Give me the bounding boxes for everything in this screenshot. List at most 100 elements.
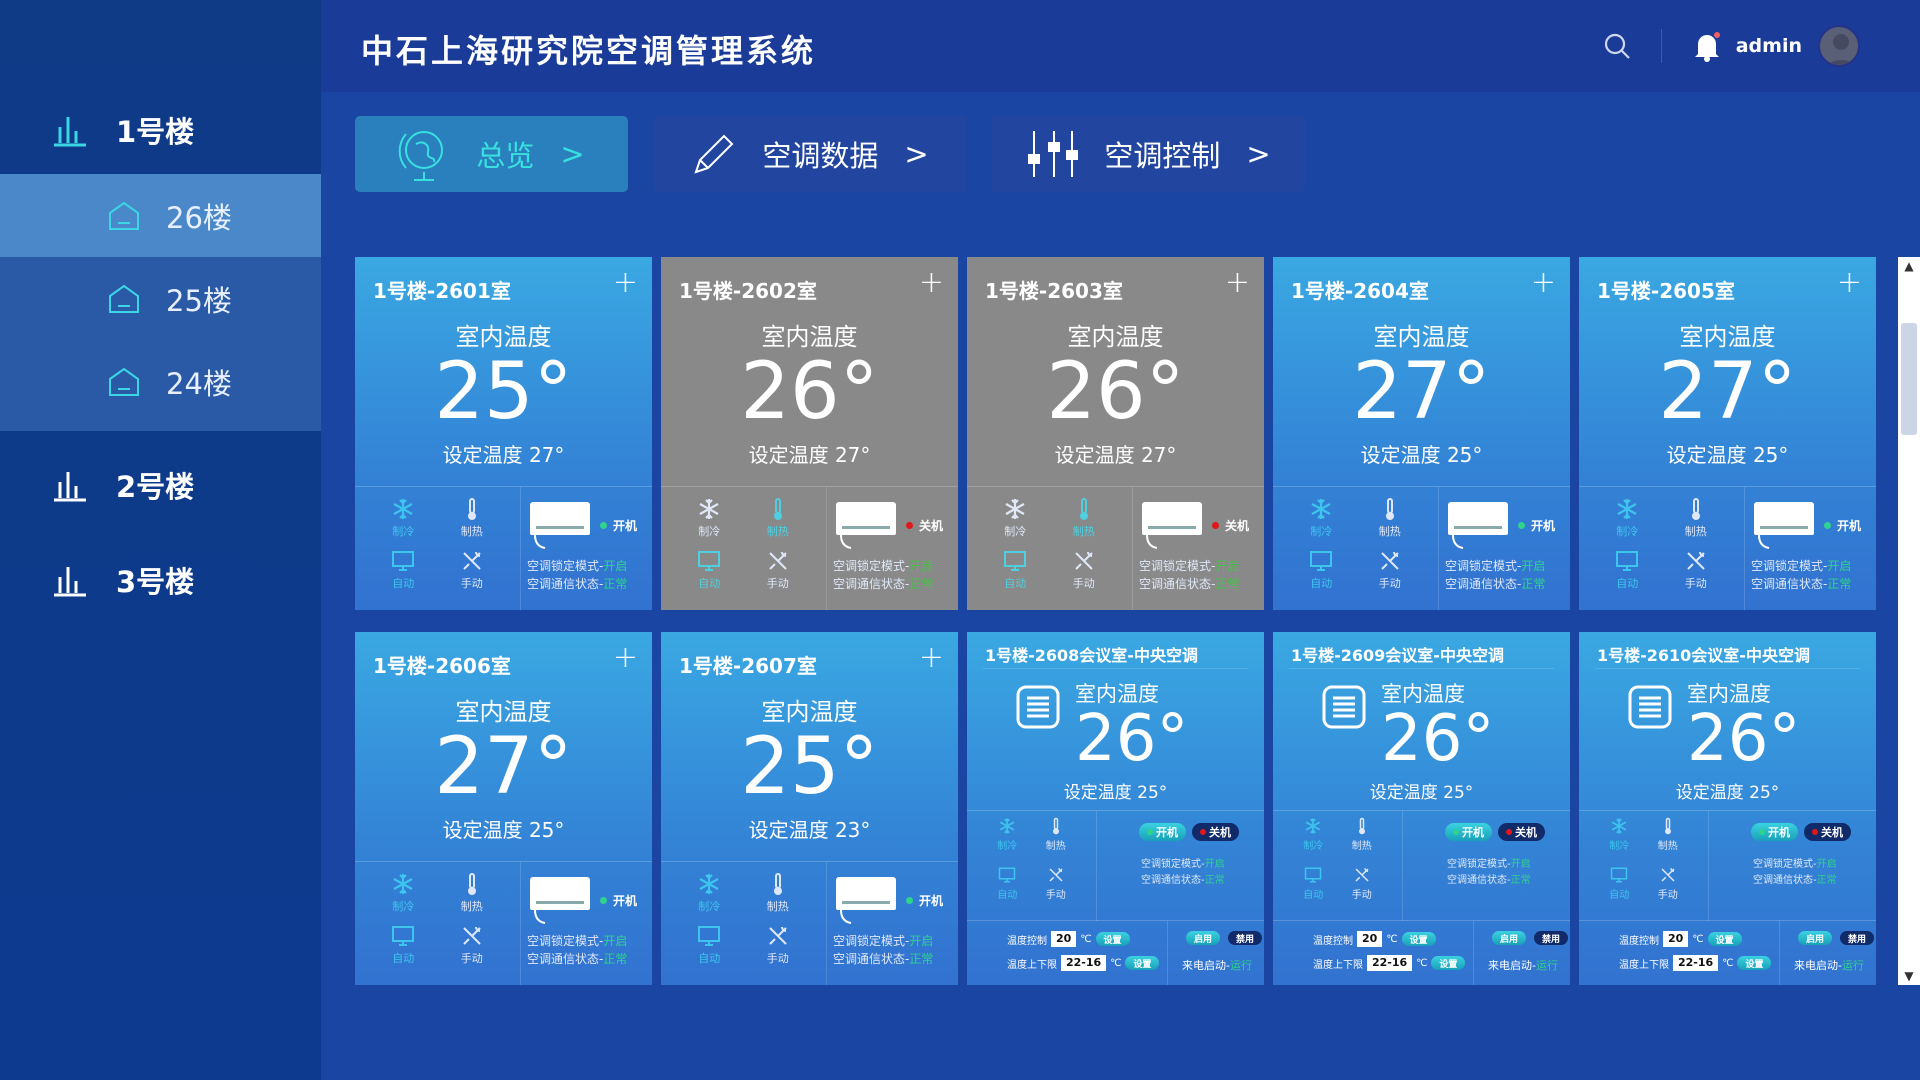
- disable-button[interactable]: 禁用: [1534, 931, 1569, 945]
- mode-manual[interactable]: 手动: [744, 549, 813, 601]
- temp-control-input[interactable]: 20: [1051, 931, 1077, 947]
- ac-card[interactable]: 1号楼-2601室 + 室内温度 25° 设定温度 27° 制冷 制热 自动 手动 开…: [355, 257, 652, 610]
- mode-manual[interactable]: 手动: [1662, 549, 1731, 601]
- sidebar-building-3[interactable]: 3号楼: [0, 545, 321, 615]
- power-off-button[interactable]: 关机: [1192, 823, 1239, 841]
- avatar[interactable]: [1818, 25, 1860, 67]
- disable-button[interactable]: 禁用: [1840, 931, 1875, 945]
- ac-card[interactable]: 1号楼-2606室 + 室内温度 27° 设定温度 25° 制冷 制热 自动 手动 开…: [355, 632, 652, 985]
- nav-ac-data[interactable]: 空调数据 >: [654, 116, 967, 192]
- power-status[interactable]: 关机: [906, 517, 943, 534]
- enable-button[interactable]: 启用: [1492, 931, 1527, 945]
- ac-card[interactable]: 1号楼-2604室 + 室内温度 27° 设定温度 25° 制冷 制热 自动 手动 开…: [1273, 257, 1570, 610]
- mode-auto[interactable]: 自动: [369, 924, 438, 976]
- ac-card[interactable]: 1号楼-2603室 + 室内温度 26° 设定温度 27° 制冷 制热 自动 手动 关…: [967, 257, 1264, 610]
- plus-icon[interactable]: +: [612, 265, 638, 300]
- mode-auto[interactable]: 自动: [675, 924, 744, 976]
- power-off-button[interactable]: 关机: [1804, 823, 1851, 841]
- mode-manual[interactable]: 手动: [438, 549, 507, 601]
- power-status[interactable]: 开机: [600, 892, 637, 909]
- set-button[interactable]: 设置: [1431, 956, 1466, 970]
- mode-manual[interactable]: 手动: [1644, 866, 1693, 915]
- set-button[interactable]: 设置: [1737, 956, 1772, 970]
- mode-manual[interactable]: 手动: [1032, 866, 1081, 915]
- plus-icon[interactable]: +: [1530, 265, 1556, 300]
- sidebar-floor-25[interactable]: 25楼: [0, 257, 321, 340]
- mode-heat[interactable]: 制热: [1338, 817, 1387, 866]
- mode-auto[interactable]: 自动: [981, 549, 1050, 601]
- mode-cool[interactable]: 制冷: [1593, 497, 1662, 549]
- plus-icon[interactable]: +: [612, 640, 638, 675]
- nav-overview[interactable]: 总览 >: [355, 116, 628, 192]
- mode-cool[interactable]: 制冷: [369, 872, 438, 924]
- temp-range-input[interactable]: 22-16: [1673, 955, 1719, 971]
- disable-button[interactable]: 禁用: [1228, 931, 1263, 945]
- scroll-up-icon[interactable]: ▲: [1904, 259, 1914, 273]
- mode-manual[interactable]: 手动: [438, 924, 507, 976]
- bell-icon[interactable]: [1692, 30, 1722, 62]
- plus-icon[interactable]: +: [1224, 265, 1250, 300]
- power-off-button[interactable]: 关机: [1498, 823, 1545, 841]
- sidebar-floor-26[interactable]: 26楼: [0, 174, 321, 257]
- mode-cool[interactable]: 制冷: [983, 817, 1032, 866]
- username[interactable]: admin: [1735, 35, 1802, 57]
- temp-control-input[interactable]: 20: [1357, 931, 1383, 947]
- sidebar-building-1[interactable]: 1号楼: [0, 95, 321, 165]
- mode-cool[interactable]: 制冷: [1287, 497, 1356, 549]
- mode-heat[interactable]: 制热: [438, 872, 507, 924]
- power-status[interactable]: 开机: [906, 892, 943, 909]
- mode-cool[interactable]: 制冷: [1595, 817, 1644, 866]
- set-button[interactable]: 设置: [1095, 932, 1130, 946]
- ac-card[interactable]: 1号楼-2607室 + 室内温度 25° 设定温度 23° 制冷 制热 自动 手动 开…: [661, 632, 958, 985]
- plus-icon[interactable]: +: [918, 640, 944, 675]
- mode-auto[interactable]: 自动: [983, 866, 1032, 915]
- search-icon[interactable]: [1603, 32, 1631, 60]
- mode-heat[interactable]: 制热: [744, 497, 813, 549]
- mode-heat[interactable]: 制热: [1050, 497, 1119, 549]
- scroll-down-icon[interactable]: ▼: [1904, 969, 1914, 983]
- temp-range-input[interactable]: 22-16: [1061, 955, 1107, 971]
- power-on-button[interactable]: 开机: [1751, 823, 1798, 841]
- nav-ac-control[interactable]: 空调控制 >: [992, 116, 1305, 192]
- mode-cool[interactable]: 制冷: [369, 497, 438, 549]
- mode-manual[interactable]: 手动: [1356, 549, 1425, 601]
- temp-range-input[interactable]: 22-16: [1367, 955, 1413, 971]
- power-on-button[interactable]: 开机: [1445, 823, 1492, 841]
- power-status[interactable]: 关机: [1212, 517, 1249, 534]
- scrollbar[interactable]: ▲ ▼: [1898, 257, 1920, 985]
- enable-button[interactable]: 启用: [1186, 931, 1221, 945]
- mode-heat[interactable]: 制热: [1662, 497, 1731, 549]
- mode-cool[interactable]: 制冷: [981, 497, 1050, 549]
- mode-manual[interactable]: 手动: [744, 924, 813, 976]
- mode-auto[interactable]: 自动: [369, 549, 438, 601]
- mode-auto[interactable]: 自动: [1595, 866, 1644, 915]
- ac-card[interactable]: 1号楼-2609会议室-中央空调 室内温度 26° 设定温度 25° 制冷 制热自…: [1273, 632, 1570, 985]
- set-button[interactable]: 设置: [1707, 932, 1742, 946]
- plus-icon[interactable]: +: [1836, 265, 1862, 300]
- mode-auto[interactable]: 自动: [675, 549, 744, 601]
- mode-auto[interactable]: 自动: [1289, 866, 1338, 915]
- mode-heat[interactable]: 制热: [438, 497, 507, 549]
- ac-card[interactable]: 1号楼-2602室 + 室内温度 26° 设定温度 27° 制冷 制热 自动 手动 关…: [661, 257, 958, 610]
- mode-cool[interactable]: 制冷: [675, 872, 744, 924]
- set-button[interactable]: 设置: [1401, 932, 1436, 946]
- temp-control-input[interactable]: 20: [1663, 931, 1689, 947]
- sidebar-building-2[interactable]: 2号楼: [0, 450, 321, 520]
- power-status[interactable]: 开机: [1824, 517, 1861, 534]
- enable-button[interactable]: 启用: [1798, 931, 1833, 945]
- ac-card[interactable]: 1号楼-2608会议室-中央空调 室内温度 26° 设定温度 25° 制冷 制热自…: [967, 632, 1264, 985]
- ac-card[interactable]: 1号楼-2605室 + 室内温度 27° 设定温度 25° 制冷 制热 自动 手动 开…: [1579, 257, 1876, 610]
- power-on-button[interactable]: 开机: [1139, 823, 1186, 841]
- mode-heat[interactable]: 制热: [1032, 817, 1081, 866]
- mode-manual[interactable]: 手动: [1338, 866, 1387, 915]
- scrollbar-thumb[interactable]: [1901, 323, 1917, 435]
- ac-card[interactable]: 1号楼-2610会议室-中央空调 室内温度 26° 设定温度 25° 制冷 制热自…: [1579, 632, 1876, 985]
- mode-heat[interactable]: 制热: [1356, 497, 1425, 549]
- power-status[interactable]: 开机: [1518, 517, 1555, 534]
- mode-cool[interactable]: 制冷: [675, 497, 744, 549]
- mode-auto[interactable]: 自动: [1287, 549, 1356, 601]
- mode-auto[interactable]: 自动: [1593, 549, 1662, 601]
- mode-heat[interactable]: 制热: [744, 872, 813, 924]
- power-status[interactable]: 开机: [600, 517, 637, 534]
- mode-cool[interactable]: 制冷: [1289, 817, 1338, 866]
